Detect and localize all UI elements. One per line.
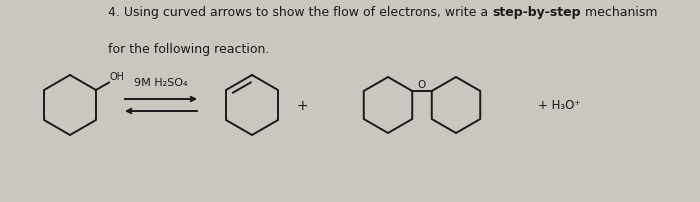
- Text: OH: OH: [110, 72, 125, 82]
- Text: 4. Using curved arrows to show the flow of electrons, write a: 4. Using curved arrows to show the flow …: [108, 6, 493, 19]
- Text: mechanism: mechanism: [581, 6, 657, 19]
- Text: + H₃O⁺: + H₃O⁺: [538, 99, 580, 112]
- Text: +: +: [296, 99, 308, 113]
- Text: 9M H₂SO₄: 9M H₂SO₄: [134, 78, 188, 87]
- Text: step-by-step: step-by-step: [493, 6, 581, 19]
- Text: for the following reaction.: for the following reaction.: [108, 42, 270, 55]
- Text: O: O: [418, 80, 426, 89]
